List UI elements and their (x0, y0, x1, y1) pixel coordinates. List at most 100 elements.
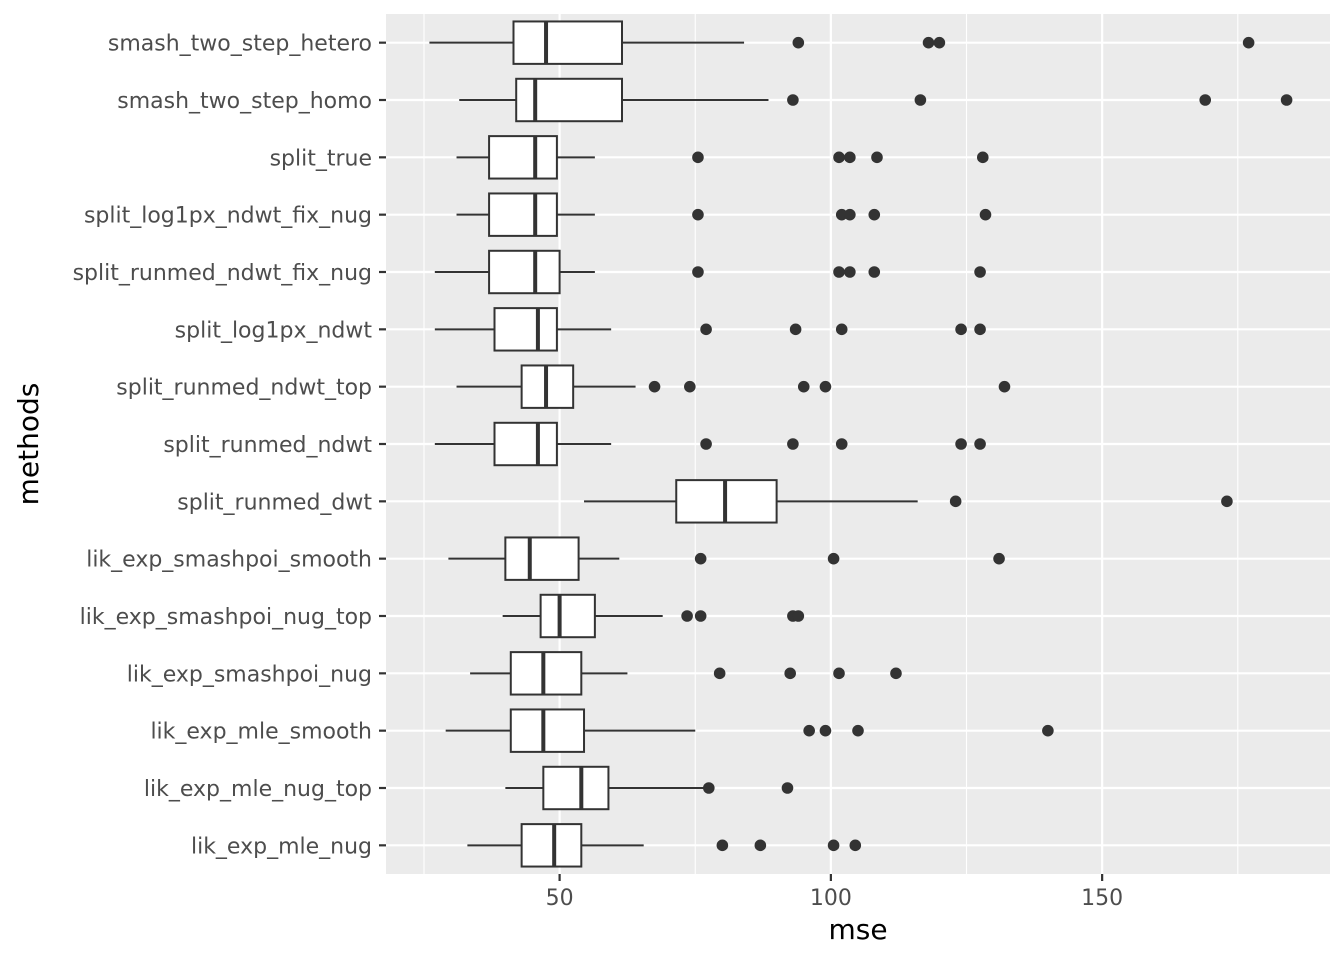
outlier-point (955, 323, 967, 336)
outlier-point (648, 380, 661, 393)
y-tick-label: split_log1px_ndwt_fix_nug (84, 204, 372, 229)
outlier-point (974, 323, 986, 336)
outlier-point (700, 323, 712, 336)
y-tick-label: lik_exp_smashpoi_nug_top (80, 605, 372, 630)
box-group (448, 536, 1005, 581)
outlier-point (976, 151, 989, 164)
box-group (434, 421, 986, 467)
box-group (470, 651, 902, 696)
outlier-point (694, 610, 707, 622)
outlier-point (792, 36, 805, 49)
box-group (502, 593, 805, 639)
iqr-box (509, 651, 583, 696)
outlier-point (852, 724, 864, 737)
outlier-point (833, 266, 845, 278)
y-tick-label: split_runmed_ndwt_fix_nug (73, 261, 372, 286)
outlier-point (835, 323, 848, 336)
outlier-point (933, 36, 946, 49)
outlier-point (844, 208, 856, 221)
outlier-point (792, 610, 805, 622)
outlier-point (703, 782, 715, 794)
outlier-point (868, 266, 881, 278)
x-tick-label: 100 (810, 886, 852, 911)
outlier-point (681, 610, 693, 622)
box-group (584, 479, 1233, 524)
outlier-point (1042, 724, 1054, 737)
outlier-point (700, 438, 712, 450)
outlier-point (692, 208, 704, 221)
outlier-point (955, 438, 967, 450)
box-group (467, 823, 862, 868)
box-group (434, 249, 986, 295)
box-group (459, 77, 1293, 123)
x-axis-title: mse (828, 913, 887, 946)
outlier-point (993, 552, 1005, 565)
outlier-point (716, 839, 729, 852)
outlier-point (835, 208, 848, 221)
box-group (505, 765, 794, 811)
outlier-point (827, 839, 840, 852)
outlier-point (803, 724, 815, 737)
y-tick-label: lik_exp_mle_nug (191, 834, 372, 859)
iqr-box (493, 421, 558, 467)
y-tick-label: split_runmed_ndwt (163, 433, 372, 458)
outlier-point (1242, 36, 1255, 49)
outlier-point (694, 552, 707, 565)
outlier-point (1199, 94, 1212, 106)
y-tick-label: split_runmed_dwt (177, 490, 372, 515)
y-tick-label: lik_exp_smashpoi_smooth (86, 548, 372, 573)
outlier-point (868, 208, 881, 221)
box-group (456, 135, 989, 180)
y-tick-label: lik_exp_mle_nug_top (144, 777, 372, 802)
outlier-point (819, 724, 832, 737)
outlier-point (833, 667, 845, 680)
outlier-point (787, 94, 799, 106)
y-tick-label: split_true (270, 146, 372, 171)
outlier-point (871, 151, 883, 164)
outlier-point (890, 667, 902, 680)
box-group (445, 708, 1054, 753)
iqr-box (512, 20, 624, 65)
outlier-point (784, 667, 796, 680)
box-group (434, 307, 986, 352)
outlier-point (974, 438, 986, 450)
iqr-box (520, 823, 583, 868)
iqr-box (504, 536, 580, 581)
y-tick-label: split_log1px_ndwt (175, 318, 373, 343)
outlier-point (713, 667, 726, 680)
outlier-point (797, 380, 810, 393)
outlier-point (922, 36, 935, 49)
x-tick-label: 50 (546, 886, 574, 911)
iqr-box (509, 708, 586, 753)
outlier-point (949, 495, 962, 508)
y-tick-label: lik_exp_smashpoi_nug (127, 662, 372, 687)
outlier-point (979, 208, 992, 221)
iqr-box (515, 77, 624, 123)
outlier-point (998, 380, 1011, 393)
iqr-box (493, 307, 558, 352)
outlier-point (844, 151, 856, 164)
iqr-box (542, 765, 610, 811)
outlier-point (974, 266, 986, 278)
outlier-point (827, 552, 840, 565)
outlier-point (684, 380, 696, 393)
x-tick-label: 150 (1081, 886, 1123, 911)
outlier-point (781, 782, 794, 794)
outlier-point (789, 323, 802, 336)
outlier-point (914, 94, 927, 106)
outlier-point (692, 151, 704, 164)
box-group (456, 192, 992, 237)
outlier-point (833, 151, 845, 164)
box-group (456, 364, 1011, 409)
y-tick-label: split_runmed_ndwt_top (116, 376, 372, 401)
outlier-point (787, 438, 799, 450)
outlier-point (692, 266, 704, 278)
outlier-point (819, 380, 832, 393)
outlier-point (835, 438, 848, 450)
outlier-point (1280, 94, 1293, 106)
outlier-point (849, 839, 862, 852)
y-tick-label: smash_two_step_homo (117, 89, 372, 114)
outlier-point (844, 266, 856, 278)
iqr-box (488, 249, 561, 295)
